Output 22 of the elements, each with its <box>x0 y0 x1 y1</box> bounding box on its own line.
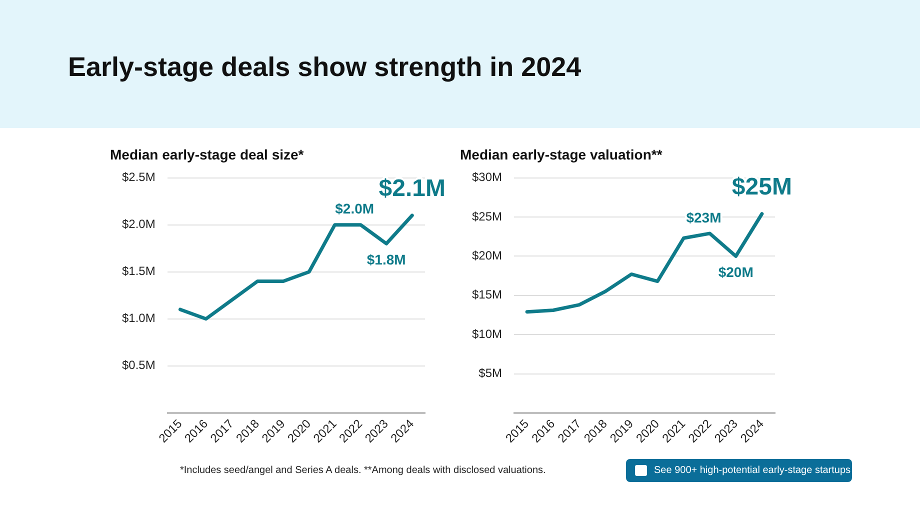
chart-title: Median early-stage deal size* <box>110 146 304 162</box>
data-label: $23M <box>686 209 722 226</box>
y-tick-label: $1.5M <box>122 264 156 278</box>
y-tick-label: $2.0M <box>122 217 156 232</box>
y-tick-label: $25M <box>472 209 502 224</box>
data-label: $25M <box>732 173 792 200</box>
y-tick-label: $0.5M <box>122 358 156 372</box>
text: Early-stage deals show strength in 2024 <box>68 52 582 83</box>
text: *Includes seed/angel and Series A deals. **Among deals with disclosed valuations. <box>180 465 546 476</box>
y-tick-label: $2.5M <box>122 170 156 184</box>
y-tick-label: $20M <box>472 248 502 262</box>
y-tick-label: $15M <box>472 288 502 302</box>
y-tick-label: $10M <box>472 326 502 341</box>
text: See 900+ high-potential early-stage startups <box>654 465 851 476</box>
y-tick-label: $5M <box>478 366 502 380</box>
data-label: $20M <box>718 264 754 280</box>
data-label: $1.8M <box>366 252 406 268</box>
y-tick-label: $30M <box>472 170 502 184</box>
data-label: $2.1M <box>378 175 446 202</box>
chart-title: Median early-stage valuation** <box>460 146 663 162</box>
data-label: $2.0M <box>335 200 374 217</box>
y-tick-label: $1.0M <box>122 311 156 326</box>
